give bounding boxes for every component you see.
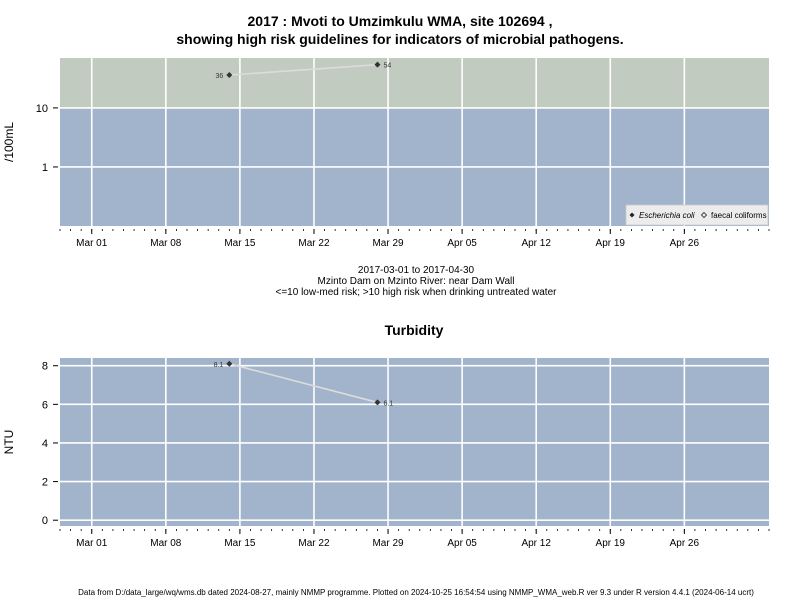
series-line bbox=[229, 363, 378, 404]
x-tick-label: Mar 22 bbox=[298, 238, 330, 249]
x-tick-label: Apr 05 bbox=[447, 238, 477, 249]
series-line bbox=[229, 63, 378, 76]
x-tick-label: Mar 01 bbox=[76, 238, 108, 249]
data-label: 6.1 bbox=[383, 400, 393, 407]
y-axis-label: NTU bbox=[2, 430, 16, 455]
x-tick-label: Mar 08 bbox=[150, 238, 182, 249]
y-tick-label: 0 bbox=[42, 515, 48, 527]
y-tick-label: 10 bbox=[36, 103, 48, 115]
x-tick-label: Apr 26 bbox=[670, 538, 700, 549]
microbial-chart: Mar 01 Mar 08 Mar 15 Mar 22 Mar 29 Apr 05 Apr … bbox=[2, 58, 770, 249]
x-tick-label: Apr 12 bbox=[521, 238, 551, 249]
x-tick-label: Apr 19 bbox=[596, 238, 626, 249]
x-tick-label: Mar 29 bbox=[372, 538, 404, 549]
chart-title: Turbidity bbox=[385, 322, 444, 338]
chart-title-line-1: 2017 : Mvoti to Umzimkulu WMA, site 1026… bbox=[247, 13, 553, 29]
high-risk-band bbox=[60, 58, 769, 108]
x-tick-label: Apr 19 bbox=[596, 538, 626, 549]
data-point bbox=[374, 61, 381, 68]
x-tick-label: Mar 29 bbox=[372, 238, 404, 249]
legend-label: Escherichia coli bbox=[639, 211, 695, 220]
data-point bbox=[226, 360, 233, 367]
y-tick-label: 6 bbox=[42, 399, 48, 411]
data-label: 36 bbox=[216, 73, 224, 80]
x-tick-label: Mar 01 bbox=[76, 538, 108, 549]
legend-label: faecal coliforms bbox=[711, 211, 767, 220]
x-tick-label: Apr 26 bbox=[670, 238, 700, 249]
site-caption: Mzinto Dam on Mzinto River: near Dam Wal… bbox=[317, 276, 515, 287]
x-tick-label: Apr 05 bbox=[447, 538, 477, 549]
plot-background bbox=[60, 358, 769, 526]
legend-box bbox=[625, 204, 769, 226]
y-tick-label: 1 bbox=[42, 162, 48, 174]
x-tick-label: Mar 15 bbox=[224, 238, 256, 249]
legend-marker bbox=[629, 212, 635, 218]
date-range-caption: 2017-03-01 to 2017-04-30 bbox=[357, 265, 475, 276]
x-tick-label: Mar 22 bbox=[298, 538, 330, 549]
footer-note: Data from D:/data_large/wq/wms.db dated … bbox=[78, 588, 754, 597]
data-point bbox=[226, 72, 233, 79]
y-axis-label: /100mL bbox=[2, 122, 16, 162]
chart-title-line-2: showing high risk guidelines for indicat… bbox=[176, 31, 624, 47]
guideline-caption: <=10 low-med risk; >10 high risk when dr… bbox=[275, 287, 557, 298]
legend-marker bbox=[700, 211, 708, 219]
y-tick-label: 2 bbox=[42, 477, 48, 489]
x-tick-label: Mar 08 bbox=[150, 538, 182, 549]
y-tick-label: 4 bbox=[42, 438, 48, 450]
x-tick-label: Mar 15 bbox=[224, 538, 256, 549]
data-label: 54 bbox=[383, 63, 391, 70]
x-tick-label: Apr 12 bbox=[521, 538, 551, 549]
data-label: 8.1 bbox=[214, 362, 224, 369]
y-tick-label: 8 bbox=[42, 361, 48, 373]
data-point bbox=[374, 399, 381, 406]
